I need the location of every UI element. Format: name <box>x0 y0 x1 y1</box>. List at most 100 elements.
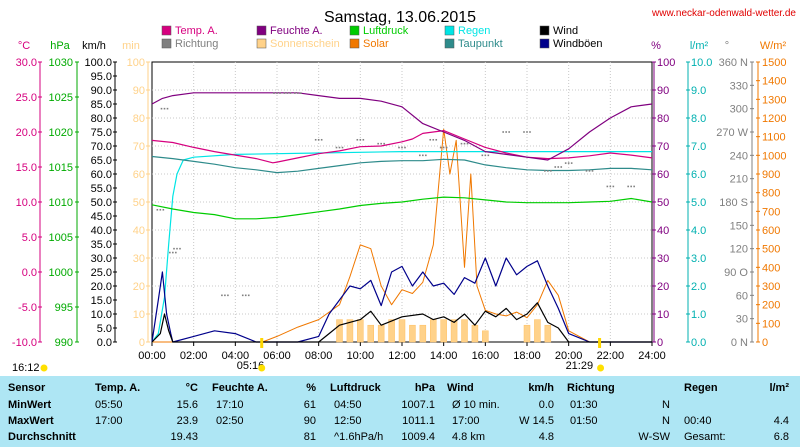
x-tick-label: 16:00 <box>472 350 500 362</box>
regen-line <box>151 151 652 343</box>
sonnenschein-bar <box>534 319 541 343</box>
legend-swatch <box>444 38 455 49</box>
wind-tick-label: 100.0 <box>84 57 112 69</box>
wind-tick-label: 60.0 <box>91 169 112 181</box>
wind-unit-label: km/h <box>82 40 106 52</box>
temp-tick-label: -10.0 <box>12 337 37 349</box>
dir-tick-label: 270 W <box>716 127 748 139</box>
dir-tick-label: 150 <box>730 220 748 232</box>
sonnenschein-bar <box>367 324 374 343</box>
stats-dir-value: W-SW <box>638 431 670 443</box>
rain-tick-label: 10.0 <box>691 57 712 69</box>
solar-tick-label: 1200 <box>762 113 786 125</box>
richtung-point <box>163 107 166 110</box>
x-tick-label: 00:00 <box>138 350 166 362</box>
richtung-point <box>335 146 338 149</box>
sun-tick-label: 50 <box>133 197 145 209</box>
sonnenschein-bar <box>388 319 395 343</box>
richtung-point <box>554 166 557 168</box>
richtung-point <box>404 146 406 149</box>
richtung-point <box>398 146 400 149</box>
wind-tick-label: 30.0 <box>91 253 112 265</box>
sonnenschein-bar <box>409 324 416 343</box>
legend-swatch <box>256 25 267 36</box>
rain-tick-label: 7.0 <box>691 141 706 153</box>
legend-swatch <box>539 38 550 49</box>
solar-tick-label: 600 <box>762 225 780 237</box>
wind-tick-label: 25.0 <box>91 267 112 279</box>
richtung-point <box>289 92 292 94</box>
stats-dir-time: 01:30 <box>570 399 598 411</box>
website-link[interactable]: www.neckar-odenwald-wetter.de <box>651 8 796 19</box>
stats-temp-time: 17:00 <box>95 415 123 427</box>
richtung-point <box>221 294 223 297</box>
richtung-point <box>175 251 177 254</box>
stats-press-value: 1011.1 <box>402 415 435 427</box>
stats-header-temp-unit: °C <box>185 382 198 394</box>
x-tick-label: 12:00 <box>388 350 416 362</box>
wind-tick-label: 80.0 <box>91 113 112 125</box>
richtung-point <box>547 170 549 172</box>
wind-tick-label: 65.0 <box>91 155 112 167</box>
wind-tick-label: 50.0 <box>91 197 112 209</box>
richtung-point <box>570 162 573 164</box>
richtung-point <box>526 131 528 133</box>
stats-row-label: Durchschnitt <box>8 431 76 443</box>
legend-swatch <box>256 38 267 49</box>
sun-unit-label: min <box>122 40 140 52</box>
press-tick-label: 1005 <box>49 232 73 244</box>
legend-label: Feuchte A. <box>270 25 323 37</box>
rain-tick-label: 1.0 <box>691 309 706 321</box>
stats-rain-value: 6.8 <box>773 431 789 443</box>
richtung-point <box>529 131 531 133</box>
richtung-point <box>560 166 563 168</box>
x-tick-label: 22:00 <box>597 350 625 362</box>
stats-press-value: 1009.4 <box>401 431 435 443</box>
sonnenschein-bar <box>336 319 343 343</box>
legend-swatch <box>349 38 360 49</box>
solar-tick-label: 300 <box>762 281 780 293</box>
richtung-point <box>557 166 560 168</box>
richtung-point <box>505 131 507 133</box>
solar-tick-label: 400 <box>762 262 780 274</box>
dir-tick-label: 330 <box>730 80 748 92</box>
sonnenschein-bar <box>346 319 354 343</box>
wind-line <box>151 302 652 343</box>
wind-tick-label: 0.0 <box>97 337 112 349</box>
sunset-label: 21:29 <box>566 360 594 372</box>
stats-dir-time: 01:50 <box>570 415 598 427</box>
legend-label: Temp. A. <box>175 25 218 37</box>
sun-tick-label: 60 <box>133 169 145 181</box>
richtung-point <box>338 146 341 149</box>
richtung-point <box>244 294 247 297</box>
dir-unit-label: ° <box>725 40 729 52</box>
temp-tick-label: 25.0 <box>16 92 37 104</box>
sunshine-duration-icon <box>40 364 48 372</box>
temp-tick-label: 15.0 <box>16 162 37 174</box>
legend-swatch <box>161 38 172 49</box>
dir-tick-label: 60 <box>736 290 748 302</box>
solar-tick-label: 0 <box>762 337 768 349</box>
sunshine-duration-label: 16:12 <box>12 362 40 374</box>
richtung-point <box>633 185 635 188</box>
richtung-point <box>173 247 175 250</box>
rain-tick-label: 5.0 <box>691 197 706 209</box>
chart-legend: Temp. A.Richtung Feuchte A.Sonnenschein Lu… <box>161 25 603 50</box>
sunrise-icon <box>258 364 266 372</box>
richtung-point <box>294 92 296 94</box>
temp-tick-label: -5.0 <box>18 302 37 314</box>
x-tick-label: 14:00 <box>430 350 458 362</box>
temp-tick-label: 10.0 <box>16 197 37 209</box>
dir-tick-label: 240 <box>730 150 748 162</box>
rain-tick-label: 0.0 <box>691 337 706 349</box>
solar-tick-label: 1100 <box>762 132 786 144</box>
richtung-point <box>169 251 171 254</box>
wind-tick-label: 90.0 <box>91 85 112 97</box>
hum-tick-label: 10 <box>657 309 669 321</box>
richtung-point <box>283 92 286 94</box>
hum-tick-label: 30 <box>657 253 669 265</box>
solar-tick-label: 1300 <box>762 94 786 106</box>
richtung-point <box>425 154 427 157</box>
wind-tick-label: 95.0 <box>91 71 112 83</box>
legend-label: Taupunkt <box>458 38 503 50</box>
